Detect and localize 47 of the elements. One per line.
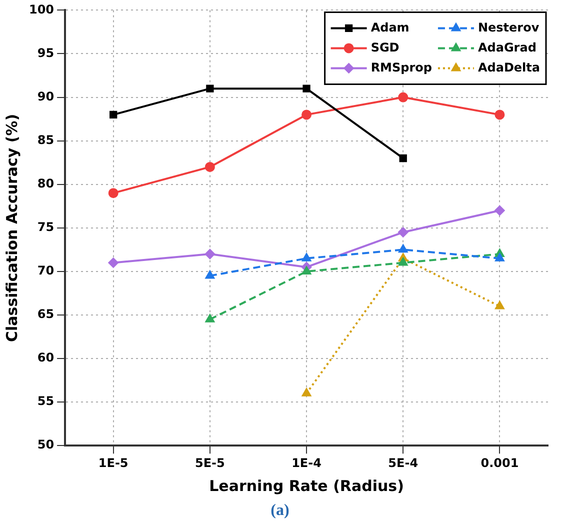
- x-tick-label: 5E-5: [194, 456, 225, 470]
- y-tick-label: 80: [37, 176, 54, 190]
- point: [108, 258, 118, 268]
- point: [302, 110, 312, 120]
- y-tick-label: 55: [37, 394, 54, 408]
- y-tick-label: 70: [37, 264, 54, 278]
- legend-label: Adam: [370, 20, 410, 34]
- x-tick-label: 1E-5: [98, 456, 128, 470]
- point: [494, 205, 505, 216]
- point: [205, 314, 214, 322]
- legend-label: AdaDelta: [478, 60, 540, 74]
- y-tick-label: 60: [37, 350, 54, 365]
- point: [495, 253, 504, 262]
- point: [206, 84, 214, 92]
- point: [204, 249, 215, 260]
- point: [398, 92, 408, 102]
- point: [494, 110, 505, 120]
- y-tick-label: 75: [37, 220, 54, 234]
- legend-label: SGD: [370, 40, 400, 54]
- y-tick-label: 90: [37, 89, 54, 104]
- x-tick-label: 1E-4: [292, 456, 322, 470]
- y-tick-label: 85: [37, 132, 54, 147]
- y-tick-label: 95: [37, 46, 54, 60]
- point: [108, 188, 118, 198]
- point: [302, 266, 311, 274]
- point: [110, 110, 118, 119]
- legend-label: RMSprop: [370, 60, 432, 74]
- point: [398, 244, 408, 253]
- y-tick-label: 100: [28, 2, 54, 16]
- text: (a): [270, 502, 290, 520]
- y-axis-title: Classification Accuracy (%): [2, 114, 21, 342]
- point: [204, 162, 215, 172]
- x-axis-title: Learning Rate (Radius): [209, 476, 404, 495]
- y-tick-label: 65: [37, 307, 54, 322]
- x-tick-label: 0.001: [480, 456, 519, 470]
- point: [495, 301, 504, 310]
- point: [399, 154, 407, 162]
- point: [302, 84, 310, 92]
- x-tick-label: 5E-4: [388, 456, 418, 470]
- point: [205, 270, 214, 279]
- point: [302, 253, 311, 262]
- legend-label: Nesterov: [478, 20, 540, 34]
- legend-label: AdaGrad: [478, 40, 536, 54]
- y-tick-label: 50: [37, 438, 54, 452]
- point: [398, 258, 408, 266]
- point: [302, 388, 311, 396]
- point: [398, 227, 408, 238]
